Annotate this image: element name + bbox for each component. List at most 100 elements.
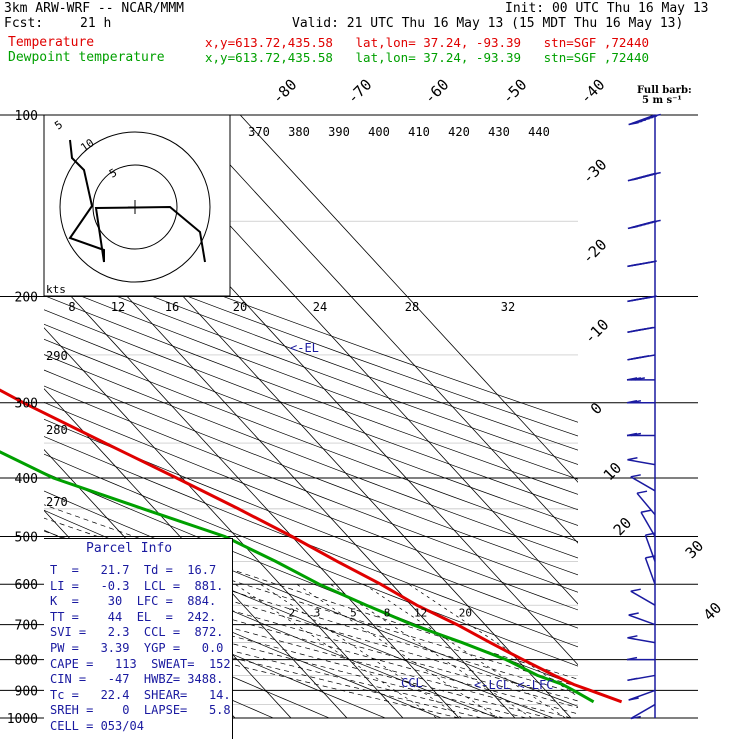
dewpoint-legend-label: Dewpoint temperature [8, 50, 165, 65]
wind-barb-flag [638, 355, 650, 359]
pressure-tick-label: 300 [15, 397, 38, 412]
wind-barb-shaft [640, 511, 656, 537]
parcel-info-row: LI = -0.3 LCL = 881. [50, 578, 224, 593]
isotherm-label: -80 [269, 76, 301, 108]
theta-left-label: 280 [46, 423, 68, 437]
isotherm-line [44, 388, 348, 718]
dewpoint-location-info: x,y=613.72,435.58 lat,lon= 37.24, -93.39… [205, 50, 650, 65]
isotherm-label: -70 [344, 76, 376, 108]
parcel-info-row: CAPE = 113 SWEAT= 152 [50, 656, 231, 671]
wind-barb-flag [630, 399, 642, 404]
init-time: Init: 00 UTC Thu 16 May 13 [505, 1, 709, 16]
hodograph-ring [92, 164, 178, 250]
mixing-ratio-label: 8 [384, 607, 391, 620]
dry-adiabat [44, 471, 578, 687]
wind-barb-shaft [628, 614, 656, 626]
pressure-tick-label: 100 [15, 109, 38, 124]
pressure-tick-label: 900 [15, 684, 38, 699]
forecast-label: Fcst: [4, 16, 44, 31]
moist-adiabat [44, 594, 527, 718]
dry-adiabat [44, 227, 578, 423]
parcel-info-row: K = 30 LFC = 884. [50, 594, 217, 609]
wind-barb-flag [650, 219, 661, 224]
wind-barb [626, 399, 655, 404]
wind-barb-flag [630, 432, 642, 437]
isotherm-label: -30 [579, 156, 611, 188]
hodograph-speed-label: 28 [405, 300, 419, 314]
hodograph-speed-label: 8 [68, 300, 75, 314]
dry-adiabat [44, 453, 578, 667]
mixing-ratio-label: 3 [314, 607, 321, 620]
valid-time: Valid: 21 UTC Thu 16 May 13 (15 MDT Thu … [292, 16, 684, 31]
theta-left-label: 270 [46, 495, 68, 509]
wind-barb-flag [628, 697, 639, 701]
hodograph-ring-label: 10 [78, 136, 96, 154]
wind-barb [628, 113, 661, 126]
wind-barb [627, 354, 656, 361]
dry-adiabat [44, 490, 578, 707]
wind-barb-flag [626, 377, 638, 381]
wind-barb [627, 295, 657, 303]
parcel-info-row: SREH = 0 LAPSE= 5.8 [50, 703, 231, 718]
wind-barb-flag [626, 656, 638, 661]
isotherm-label: -20 [579, 236, 611, 268]
isotherm-label: -50 [499, 76, 531, 108]
wind-barb-flag [650, 113, 661, 118]
hodograph-unit: kts [46, 283, 66, 296]
dry-adiabat [44, 354, 578, 559]
temperature-location-info: x,y=613.72,435.58 lat,lon= 37.24, -93.39… [205, 35, 650, 50]
wind-barb [627, 674, 656, 682]
wind-barb [630, 474, 656, 492]
mixing-ratio-line [234, 583, 437, 718]
moist-adiabat [44, 618, 460, 718]
mixing-ratio-label: 20 [459, 607, 472, 620]
isotherm-line [44, 266, 460, 718]
wind-barb [626, 656, 655, 661]
wind-barb-flag [636, 490, 648, 494]
pressure-tick-label: 500 [15, 530, 38, 545]
wind-barb-flag [626, 432, 638, 437]
isotherm-line [0, 115, 23, 731]
el-annotation: <-EL [290, 341, 319, 355]
wind-barb [627, 260, 657, 268]
wind-barb [630, 703, 656, 720]
pressure-tick-label: 800 [15, 654, 38, 669]
isotherm-line [239, 115, 578, 483]
wind-barb-flag [645, 555, 656, 559]
dry-adiabat [44, 323, 578, 526]
dewpoint-trace [0, 450, 595, 704]
theta-label: 380 [288, 125, 310, 139]
parcel-info-row: Tc = 22.4 SHEAR= 14. [50, 687, 231, 702]
mixing-ratio-label: 5 [350, 607, 357, 620]
barb-legend-line2: 5 m s⁻¹ [642, 95, 682, 106]
wind-barb [630, 588, 656, 606]
wind-barb [626, 432, 655, 437]
theta-left-label: 290 [46, 349, 68, 363]
wind-barb-shaft [627, 637, 656, 644]
wind-barb-flag [627, 457, 638, 461]
dry-adiabat [44, 418, 578, 629]
dry-adiabat [44, 254, 578, 451]
hodograph-trace [68, 139, 206, 263]
wind-barb [627, 457, 656, 466]
wind-barb-flag [630, 377, 642, 381]
parcel-info-row: PW = 3.39 YGP = 0.0 [50, 641, 224, 655]
parcel-info-row: SVI = 2.3 CCL = 872. [50, 625, 224, 640]
wind-barb [628, 689, 656, 701]
wind-barb [636, 490, 656, 516]
parcel-info-panel: Parcel Info T = 21.7 Td = 16.7 LI = -0.3 … [44, 538, 233, 739]
theta-label: 370 [248, 125, 270, 139]
isotherm-label: 0 [587, 399, 606, 418]
isotherm-line [183, 115, 578, 544]
wind-barb [627, 219, 661, 230]
model-title: 3km ARW-WRF -- NCAR/MMM [4, 1, 185, 16]
wind-barb-flag [626, 399, 638, 404]
theta-label: 410 [408, 125, 430, 139]
wind-barb-shaft [644, 557, 656, 585]
hodograph-speed-label: 32 [501, 300, 515, 314]
wind-barb-flag [634, 377, 645, 381]
wind-barb-flag [627, 677, 638, 682]
parcel-info-row: CIN = -47 HWBZ= 3488. [50, 672, 224, 687]
theta-label: 430 [488, 125, 510, 139]
